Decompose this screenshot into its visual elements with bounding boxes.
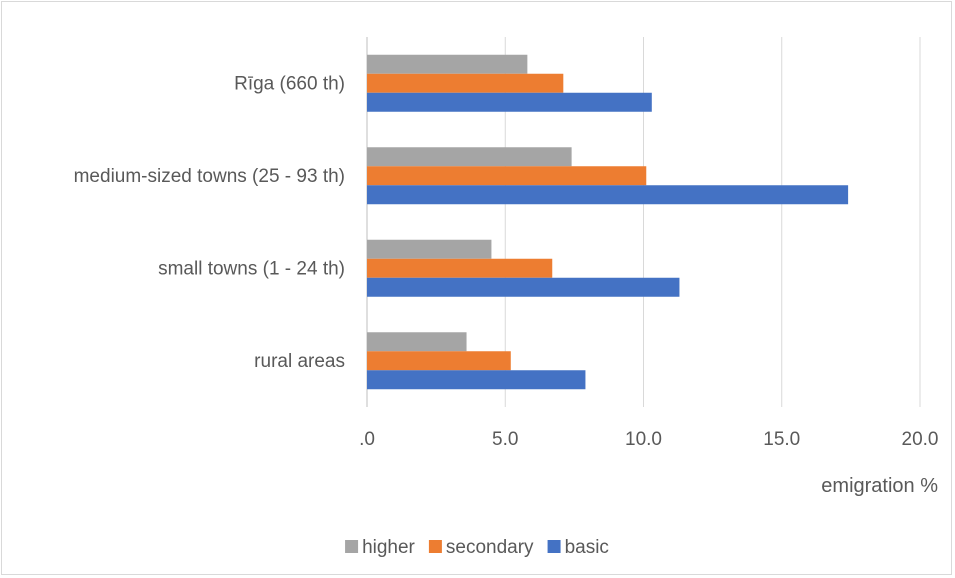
bar-secondary bbox=[367, 258, 553, 278]
bar-higher bbox=[367, 54, 528, 74]
x-tick-label: .0 bbox=[359, 429, 375, 450]
x-tick-label: 10.0 bbox=[625, 429, 662, 450]
x-tick-label: 5.0 bbox=[492, 429, 518, 450]
bar-basic bbox=[367, 185, 849, 205]
bar-secondary bbox=[367, 351, 511, 371]
bar-higher bbox=[367, 239, 492, 259]
category-label: rural areas bbox=[254, 351, 345, 372]
legend-item-basic: basic bbox=[547, 537, 609, 558]
x-tick-label: 20.0 bbox=[902, 429, 939, 450]
bar-basic bbox=[367, 370, 586, 390]
bar-secondary bbox=[367, 166, 647, 186]
legend-swatch bbox=[428, 540, 442, 553]
legend-swatch bbox=[547, 540, 561, 553]
bar-basic bbox=[367, 92, 652, 112]
legend: higher secondary basic bbox=[345, 537, 609, 558]
bar-higher bbox=[367, 147, 572, 167]
category-label: medium-sized towns (25 - 93 th) bbox=[74, 166, 345, 187]
category-labels: Rīga (660 th) medium-sized towns (25 - 93… bbox=[74, 73, 345, 372]
x-tick-label: 15.0 bbox=[763, 429, 800, 450]
x-tick-labels: .0 5.0 10.0 15.0 20.0 bbox=[359, 429, 938, 450]
category-label: small towns (1 - 24 th) bbox=[158, 258, 345, 279]
bar-secondary bbox=[367, 73, 564, 93]
legend-label: basic bbox=[565, 537, 609, 558]
x-axis-title: emigration % bbox=[821, 475, 938, 497]
bar-basic bbox=[367, 277, 680, 297]
legend-item-higher: higher bbox=[345, 537, 416, 558]
bar-higher bbox=[367, 332, 467, 352]
legend-label: higher bbox=[362, 537, 415, 558]
bars bbox=[367, 54, 849, 390]
legend-item-secondary: secondary bbox=[428, 537, 534, 558]
legend-swatch bbox=[345, 540, 359, 553]
legend-label: secondary bbox=[446, 537, 534, 558]
category-label: Rīga (660 th) bbox=[234, 73, 345, 94]
